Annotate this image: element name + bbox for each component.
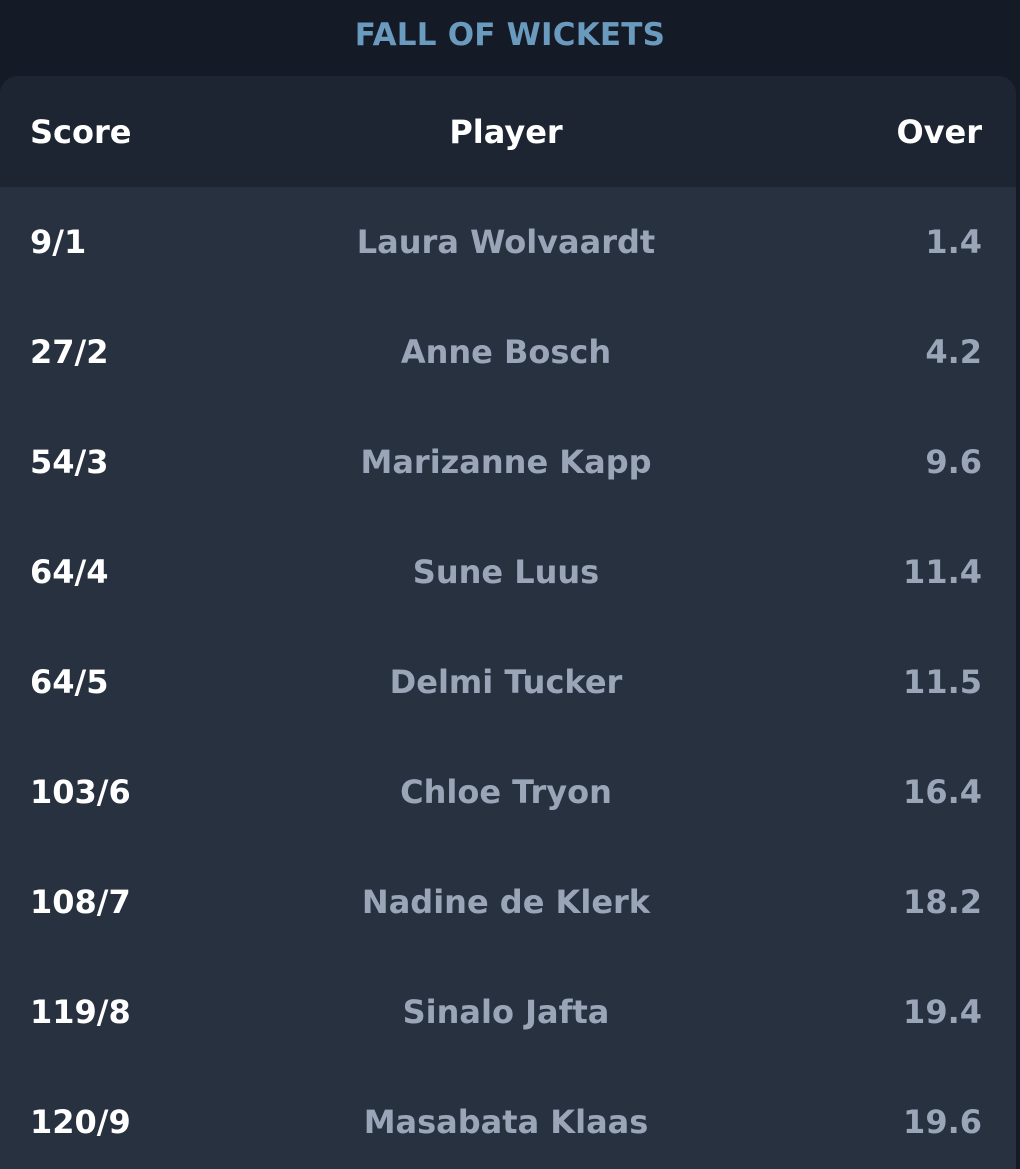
row-score: 108/7 bbox=[30, 883, 131, 921]
row-over: 19.4 bbox=[903, 993, 982, 1031]
table-row: 119/8 Sinalo Jafta 19.4 bbox=[0, 957, 1016, 1067]
row-player[interactable]: Sinalo Jafta bbox=[402, 993, 610, 1031]
table-row: 64/4 Sune Luus 11.4 bbox=[0, 517, 1016, 627]
row-player[interactable]: Masabata Klaas bbox=[363, 1103, 649, 1141]
row-over: 4.2 bbox=[925, 333, 982, 371]
row-over: 16.4 bbox=[903, 773, 982, 811]
row-over: 19.6 bbox=[903, 1103, 982, 1141]
table-row: 108/7 Nadine de Klerk 18.2 bbox=[0, 847, 1016, 957]
row-score: 103/6 bbox=[30, 773, 131, 811]
row-player[interactable]: Chloe Tryon bbox=[400, 773, 612, 811]
fall-of-wickets-table: Score Player Over 9/1 Laura Wolvaardt 1.… bbox=[0, 76, 1016, 1169]
header-score: Score bbox=[30, 112, 132, 151]
row-player[interactable]: Sune Luus bbox=[412, 553, 600, 591]
row-over: 18.2 bbox=[903, 883, 982, 921]
table-row: 27/2 Anne Bosch 4.2 bbox=[0, 297, 1016, 407]
table-row: 54/3 Marizanne Kapp 9.6 bbox=[0, 407, 1016, 517]
row-player[interactable]: Nadine de Klerk bbox=[361, 883, 651, 921]
table-body: 9/1 Laura Wolvaardt 1.4 27/2 Anne Bosch … bbox=[0, 187, 1016, 1169]
row-score: 120/9 bbox=[30, 1103, 131, 1141]
row-player[interactable]: Marizanne Kapp bbox=[360, 443, 652, 481]
row-score: 64/4 bbox=[30, 553, 109, 591]
row-over: 11.4 bbox=[903, 553, 982, 591]
row-score: 27/2 bbox=[30, 333, 109, 371]
row-over: 9.6 bbox=[925, 443, 982, 481]
row-score: 9/1 bbox=[30, 223, 87, 261]
table-header: Score Player Over bbox=[0, 76, 1016, 187]
row-over: 11.5 bbox=[903, 663, 982, 701]
table-row: 9/1 Laura Wolvaardt 1.4 bbox=[0, 187, 1016, 297]
row-score: 54/3 bbox=[30, 443, 109, 481]
row-player[interactable]: Delmi Tucker bbox=[389, 663, 623, 701]
row-score: 119/8 bbox=[30, 993, 131, 1031]
table-row: 120/9 Masabata Klaas 19.6 bbox=[0, 1067, 1016, 1169]
table-row: 103/6 Chloe Tryon 16.4 bbox=[0, 737, 1016, 847]
section-title: FALL OF WICKETS bbox=[354, 17, 666, 53]
row-player[interactable]: Laura Wolvaardt bbox=[356, 223, 656, 261]
header-over: Over bbox=[896, 112, 982, 151]
table-row: 64/5 Delmi Tucker 11.5 bbox=[0, 627, 1016, 737]
row-player[interactable]: Anne Bosch bbox=[400, 333, 612, 371]
row-score: 64/5 bbox=[30, 663, 109, 701]
header-player: Player bbox=[449, 112, 563, 151]
row-over: 1.4 bbox=[925, 223, 982, 261]
